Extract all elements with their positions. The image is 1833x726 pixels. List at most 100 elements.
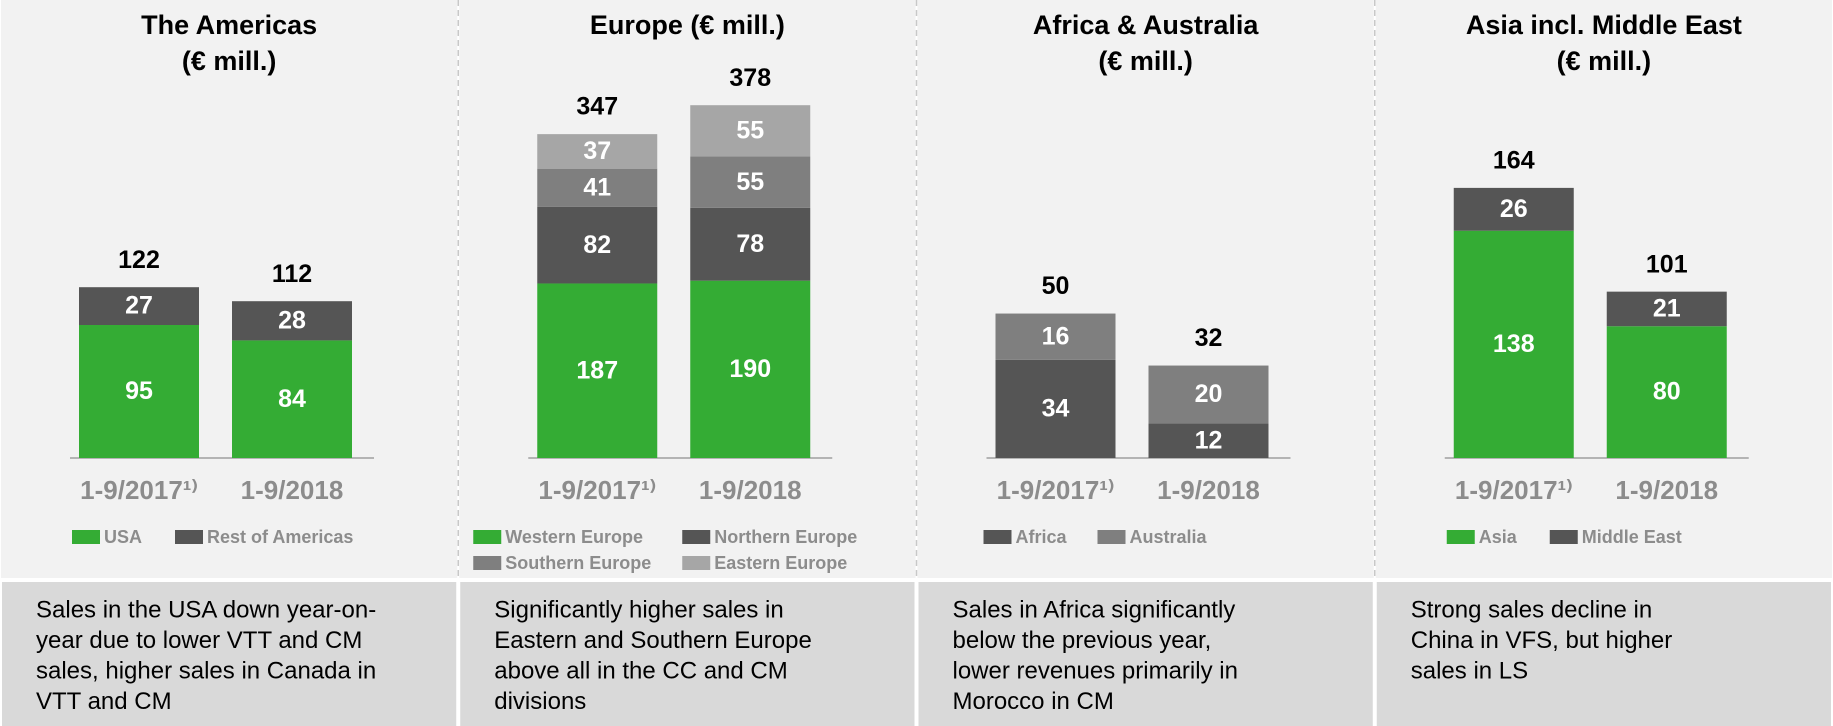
bar-segment	[1148, 365, 1269, 424]
segment-label: 16	[1042, 322, 1070, 350]
legend-label: Africa	[1016, 527, 1068, 547]
segment-label: 37	[583, 137, 611, 165]
category-label: 1-9/2017¹⁾	[1455, 475, 1573, 505]
category-label: 1-9/2018	[1157, 475, 1260, 505]
legend-swatch	[1446, 530, 1475, 544]
total-label: 122	[118, 246, 160, 274]
segment-label: 41	[583, 173, 611, 201]
note-line: Strong sales decline in	[1411, 596, 1652, 623]
bar-segment	[995, 313, 1116, 360]
legend-swatch	[473, 530, 502, 544]
note-line: Significantly higher sales in	[494, 596, 784, 623]
bar-segment	[1606, 291, 1727, 327]
legend-swatch	[72, 530, 100, 544]
legend-label: Northern Europe	[714, 527, 857, 547]
category-label: 1-9/2017¹⁾	[80, 475, 198, 505]
note-line: China in VFS, but higher	[1411, 627, 1672, 654]
bar-segment	[537, 283, 658, 458]
bar-segment	[537, 134, 658, 169]
note-box	[2, 582, 457, 726]
legend-swatch	[1549, 530, 1578, 544]
category-label: 1-9/2018	[699, 475, 802, 505]
category-label: 1-9/2018	[241, 475, 344, 505]
legend-label: Southern Europe	[505, 553, 651, 573]
segment-label: 187	[576, 356, 618, 384]
total-label: 32	[1195, 324, 1223, 352]
bar-segment	[690, 105, 811, 157]
legend-swatch	[682, 556, 711, 570]
segment-label: 12	[1195, 426, 1223, 454]
category-label: 1-9/2018	[1615, 475, 1718, 505]
note-box	[1376, 582, 1831, 726]
note-line: sales in LS	[1411, 657, 1528, 684]
legend-swatch	[175, 530, 203, 544]
bar-segment	[537, 206, 658, 284]
total-label: 347	[576, 93, 618, 121]
legend-label: Australia	[1130, 527, 1208, 547]
note-line: sales, higher sales in Canada in	[36, 657, 376, 684]
bar-segment	[232, 301, 352, 341]
segment-label: 20	[1195, 380, 1223, 408]
legend-swatch	[682, 530, 711, 544]
panel-title: The Americas	[141, 10, 317, 40]
segment-label: 190	[729, 355, 771, 383]
panel-title: (€ mill.)	[1557, 46, 1652, 76]
panel-title: Europe (€ mill.)	[590, 10, 785, 40]
segment-label: 95	[125, 377, 153, 405]
bar-segment	[995, 359, 1116, 458]
panel-title: (€ mill.)	[1098, 46, 1193, 76]
note-line: VTT and CM	[36, 688, 172, 715]
bar-segment	[690, 280, 811, 458]
panel-background	[917, 0, 1374, 578]
panel-background	[1, 0, 458, 578]
legend-label: Western Europe	[505, 527, 643, 547]
bar-segment	[1148, 423, 1269, 458]
legend-label: Asia	[1479, 527, 1518, 547]
bar-segment	[1453, 230, 1574, 458]
segment-label: 55	[736, 168, 764, 196]
bar-segment	[690, 156, 811, 208]
bar-segment	[79, 325, 199, 458]
segment-label: 27	[125, 292, 153, 320]
bar-segment	[1606, 326, 1727, 458]
total-label: 164	[1493, 146, 1535, 174]
total-label: 112	[272, 260, 312, 288]
legend-label: Middle East	[1582, 527, 1682, 547]
legend-label: USA	[104, 527, 142, 547]
legend-swatch	[983, 530, 1012, 544]
segment-label: 28	[278, 306, 306, 334]
bar-segment	[537, 168, 658, 207]
bar-segment	[79, 287, 199, 325]
note-line: above all in the CC and CM	[494, 657, 787, 684]
legend-label: Eastern Europe	[714, 553, 847, 573]
panel-background	[459, 0, 916, 578]
total-label: 378	[729, 64, 771, 92]
legend-label: Rest of Americas	[207, 527, 353, 547]
segment-label: 34	[1042, 394, 1070, 422]
segment-label: 80	[1653, 378, 1681, 406]
segment-label: 55	[736, 116, 764, 144]
note-box	[918, 582, 1373, 726]
note-line: year due to lower VTT and CM	[36, 627, 362, 654]
note-line: Sales in the USA down year-on-	[36, 596, 376, 623]
segment-label: 26	[1500, 195, 1528, 223]
note-line: below the previous year,	[953, 627, 1212, 654]
segment-label: 21	[1653, 295, 1681, 323]
note-line: Morocco in CM	[953, 688, 1114, 715]
panel-background	[1375, 0, 1832, 578]
total-label: 50	[1042, 272, 1070, 300]
category-label: 1-9/2017¹⁾	[997, 475, 1115, 505]
segment-label: 84	[278, 385, 306, 413]
note-line: Eastern and Southern Europe	[494, 627, 812, 654]
legend-swatch	[473, 556, 502, 570]
note-box	[460, 582, 915, 726]
panel-title: Asia incl. Middle East	[1466, 10, 1742, 40]
bar-segment	[1453, 187, 1574, 231]
segment-label: 138	[1493, 330, 1535, 358]
category-label: 1-9/2017¹⁾	[538, 475, 656, 505]
panel-title: (€ mill.)	[182, 46, 277, 76]
segment-label: 82	[583, 231, 611, 259]
note-line: lower revenues primarily in	[953, 657, 1238, 684]
segment-label: 78	[736, 230, 764, 258]
